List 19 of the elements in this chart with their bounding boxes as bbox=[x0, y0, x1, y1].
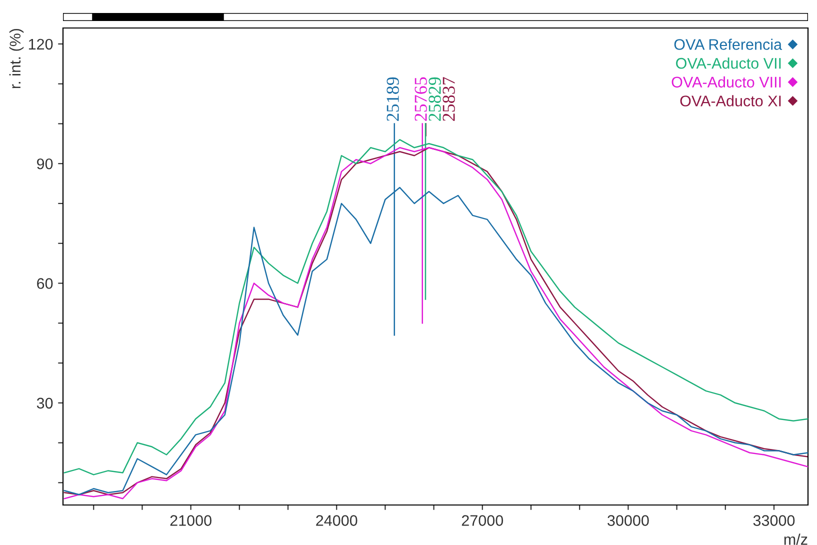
x-tick-label: 30000 bbox=[608, 515, 649, 526]
annotation: 25189 bbox=[386, 77, 399, 121]
x-tick-label: 21000 bbox=[170, 515, 212, 526]
y-tick-label: 30 bbox=[36, 398, 53, 409]
annotation: 25837 bbox=[442, 77, 455, 121]
x-tick-label: 33000 bbox=[753, 515, 795, 526]
y-axis-title: r. int. (%) bbox=[9, 28, 24, 88]
x-tick-label: 24000 bbox=[316, 515, 358, 526]
legend-label: OVA-Aducto XI bbox=[680, 95, 781, 106]
annotation: 25765 bbox=[414, 77, 427, 121]
x-axis-title: m/z bbox=[784, 534, 808, 545]
x-tick-label: 27000 bbox=[462, 515, 504, 526]
legend-label: OVA Referencia bbox=[674, 38, 782, 50]
y-tick-label: 60 bbox=[37, 278, 53, 289]
y-tick-label: 90 bbox=[37, 158, 53, 170]
legend-label: OVA-Aducto VII bbox=[676, 58, 781, 69]
annotation: 25829 bbox=[428, 77, 441, 121]
legend-label: OVA-Aducto VIII bbox=[672, 76, 781, 88]
y-tick-label: 120 bbox=[28, 38, 53, 50]
